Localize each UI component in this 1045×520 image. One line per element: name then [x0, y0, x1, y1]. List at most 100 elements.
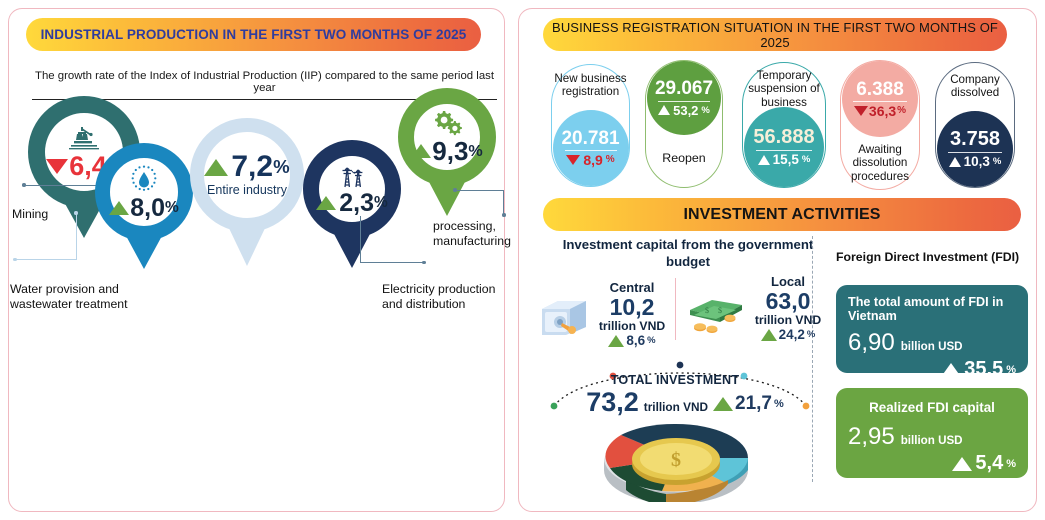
central-investment-block: Central 10,2 trillion VND 8,6 % [586, 280, 678, 348]
capsule-change: 10,3 [963, 154, 990, 170]
central-change: 8,6 [626, 333, 646, 349]
fdi-total-box: The total amount of FDI in Vietnam 6,90 … [836, 285, 1028, 380]
capsule-reopen: 29.067 53,2 % Reopen [645, 60, 723, 188]
capsule-change: 36,3 [868, 103, 897, 120]
oil-rig-icon [69, 126, 99, 149]
central-local-divider [675, 278, 677, 340]
central-title: Central [609, 280, 655, 295]
central-change-row: 8,6 % [586, 333, 678, 348]
fdi-total-percent: % [1006, 363, 1016, 376]
pin-processing-manufacturing: 9,3 % [398, 88, 496, 216]
fdi-realized-box: Realized FDI capital 2,95 billion USD 5,… [836, 388, 1028, 478]
capsule-circle: 6.388 36,3 % [842, 61, 918, 137]
triangle-up-icon [316, 196, 337, 210]
total-investment-label: TOTAL INVESTMENT [610, 373, 740, 387]
capsule-number: 20.781 [561, 127, 620, 149]
svg-text:$: $ [671, 449, 681, 471]
fdi-heading: Foreign Direct Investment (FDI) [836, 250, 1020, 264]
total-investment-change: 21,7 [735, 393, 772, 414]
total-investment-change-row: 21,7 % [713, 393, 784, 415]
fdi-realized-percent: % [1006, 457, 1016, 470]
water-drop-icon [131, 165, 157, 191]
capsule-label: Temporary suspension of business [748, 69, 820, 109]
capsule-number: 6.388 [856, 78, 904, 100]
pin-entire-label: Entire industry [207, 183, 287, 198]
gears-icon [435, 111, 462, 136]
triangle-down-icon [566, 155, 581, 166]
connector-manufacturing [453, 188, 511, 218]
fdi-realized-unit: billion USD [900, 434, 963, 447]
triangle-up-icon [109, 201, 130, 215]
capsule-new-business-registration: New business registration 20.781 8,9 % [551, 64, 630, 187]
local-title: Local [771, 274, 805, 289]
capsule-percent: % [605, 154, 615, 166]
column-divider [812, 236, 813, 482]
triangle-up-icon [941, 362, 962, 377]
triangle-up-icon [658, 105, 671, 116]
capsule-circle: 29.067 53,2 % [647, 61, 721, 135]
caption-mining: Mining [12, 207, 49, 221]
capsule-number: 3.758 [949, 128, 1001, 151]
triangle-up-icon [411, 144, 432, 158]
capsule-awaiting-dissolution: 6.388 36,3 % Awaiting dissolution proced… [840, 60, 920, 190]
local-investment-block: Local 63,0 trillion VND 24,2 % [742, 274, 834, 342]
capsule-change: 15,5 [772, 152, 799, 168]
fdi-realized-value: 2,95 [848, 423, 895, 450]
local-value: 63,0 [765, 288, 811, 314]
fdi-total-change: 35,5 [964, 358, 1004, 380]
triangle-up-icon [948, 156, 961, 167]
capsule-percent: % [801, 154, 811, 166]
pin-water-provision: 8,0 % [95, 143, 193, 269]
pin-entire-percent: % [273, 156, 290, 178]
total-investment-percent: % [774, 398, 784, 410]
local-unit: trillion VND [754, 313, 822, 328]
triangle-down-icon [46, 158, 69, 174]
capsule-change: 53,2 [673, 102, 699, 118]
business-registration-banner: BUSINESS REGISTRATION SITUATION IN THE F… [543, 18, 1007, 51]
investment-activities-banner: INVESTMENT ACTIVITIES [543, 198, 1021, 231]
fdi-total-unit: billion USD [900, 340, 963, 353]
pin-manufacturing-percent: % [468, 141, 483, 160]
capsule-number: 56.888 [753, 126, 815, 149]
local-change: 24,2 [778, 327, 805, 343]
capsule-percent: % [992, 156, 1002, 168]
capsule-temporary-suspension: Temporary suspension of business 56.888 … [742, 62, 826, 188]
capsule-label: Awaiting dissolution procedures [850, 143, 909, 183]
fdi-realized-change-row: 5,4 % [848, 452, 1016, 475]
capsule-percent: % [701, 104, 710, 116]
safe-box-icon [542, 301, 586, 335]
total-investment-value: 73,2 [586, 387, 639, 417]
pin-entire-value: 7,2 [231, 150, 274, 184]
pin-electricity-percent: % [373, 194, 388, 212]
capsule-percent: % [897, 105, 907, 117]
triangle-up-icon [608, 334, 625, 347]
fdi-total-title: The total amount of FDI in Vietnam [848, 295, 1004, 323]
central-value: 10,2 [609, 294, 655, 320]
pin-electricity-value: 2,3 [339, 188, 374, 217]
capsule-company-dissolved: Company dissolved 3.758 10,3 % [935, 62, 1015, 188]
fdi-realized-title: Realized FDI capital [869, 400, 995, 415]
central-percent: % [647, 335, 656, 347]
dotted-arc-decoration [550, 361, 810, 410]
capsule-circle: 56.888 15,5 % [744, 107, 824, 187]
power-pylon-icon [342, 167, 363, 187]
capsule-circle: 3.758 10,3 % [937, 111, 1013, 187]
connector-water [13, 211, 124, 275]
local-change-row: 24,2 % [742, 327, 834, 342]
capsule-number: 29.067 [654, 78, 714, 100]
triangle-down-icon [853, 106, 868, 117]
svg-text:$: $ [718, 306, 722, 315]
triangle-up-icon [952, 456, 973, 471]
fdi-total-change-row: 35,5 % [848, 358, 1016, 381]
caption-electricity: Electricity production and distribution [382, 282, 496, 312]
svg-text:$: $ [705, 306, 709, 315]
capsule-label: New business registration [554, 72, 627, 99]
government-budget-heading: Investment capital from the government b… [562, 237, 814, 270]
total-investment-unit: trillion VND [643, 400, 709, 414]
capsule-label: Reopen [662, 151, 706, 165]
pin-manufacturing-value: 9,3 [432, 136, 469, 166]
local-percent: % [806, 329, 816, 341]
industrial-production-banner: INDUSTRIAL PRODUCTION IN THE FIRST TWO M… [26, 18, 481, 51]
capsule-circle: 20.781 8,9 % [552, 110, 629, 186]
